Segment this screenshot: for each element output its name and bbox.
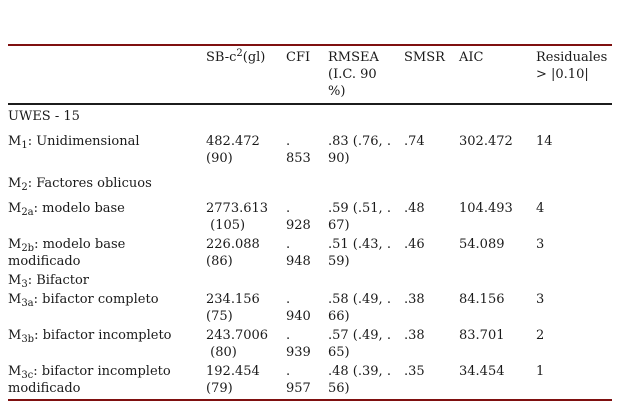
cell-cfi: . 928 xyxy=(286,201,311,233)
cell-cfi: . 957 xyxy=(286,364,311,396)
cell-aic: 302.472 xyxy=(459,134,513,149)
cell-rmsea: .48 (.39, . 56) xyxy=(328,364,391,396)
section-label: UWES - 15 xyxy=(8,109,80,124)
sb-chi2-suffix: (gl) xyxy=(242,50,266,65)
cell-rmsea: .58 (.49, . 66) xyxy=(328,292,391,324)
cell-aic: 34.454 xyxy=(459,364,505,379)
header-row: SB-c2(gl) CFI RMSEA (I.C. 90 %) SMSR AIC… xyxy=(8,45,612,105)
fit-indices-table: SB-c2(gl) CFI RMSEA (I.C. 90 %) SMSR AIC… xyxy=(8,44,612,401)
section-row-m3: M3: Bifactor xyxy=(8,272,612,291)
cell-smsr: .38 xyxy=(404,328,425,343)
model-label: M2a: modelo base xyxy=(8,201,125,218)
col-header-empty xyxy=(8,45,206,105)
cell-residuales: 3 xyxy=(536,292,545,307)
cell-residuales: 3 xyxy=(536,237,545,252)
model-label: M3a: bifactor completo xyxy=(8,292,159,309)
model-row-m2a: M2a: modelo base 2773.613 (105) . 928 .5… xyxy=(8,200,612,236)
cell-cfi: . 948 xyxy=(286,237,311,269)
cell-rmsea: .59 (.51, . 67) xyxy=(328,201,391,233)
cell-smsr: .74 xyxy=(404,134,425,149)
model-row-m3b: M3b: bifactor incompleto 243.7006 (80) .… xyxy=(8,327,612,363)
cell-sb-chi2: 226.088 (86) xyxy=(206,237,260,269)
col-header-aic: AIC xyxy=(459,45,536,105)
cell-aic: 54.089 xyxy=(459,237,505,252)
cell-residuales: 1 xyxy=(536,364,545,379)
col-header-residuales: Residuales > |0.10| xyxy=(536,45,612,105)
cell-cfi: . 939 xyxy=(286,328,311,360)
model-row-m2b: M2b: modelo base modificado 226.088 (86)… xyxy=(8,236,612,272)
sb-chi2-prefix: SB-c xyxy=(206,50,237,65)
cell-sb-chi2: 243.7006 (80) xyxy=(206,328,269,360)
cell-rmsea: .57 (.49, . 65) xyxy=(328,328,391,360)
model-row-m3c: M3c: bifactor incompleto modificado 192.… xyxy=(8,363,612,400)
model-row-m1: M1: Unidimensional 482.472 (90) . 853 .8… xyxy=(8,133,612,175)
section-row-m2: M2: Factores oblicuos xyxy=(8,175,612,200)
cell-residuales: 14 xyxy=(536,134,553,149)
col-header-cfi: CFI xyxy=(286,45,328,105)
model-label: M2b: modelo base modificado xyxy=(8,237,126,269)
cell-cfi: . 940 xyxy=(286,292,311,324)
section-label: M3: Bifactor xyxy=(8,273,90,290)
model-label: M1: Unidimensional xyxy=(8,134,140,151)
cell-residuales: 4 xyxy=(536,201,545,216)
cell-sb-chi2: 192.454 (79) xyxy=(206,364,260,396)
cell-aic: 104.493 xyxy=(459,201,513,216)
sb-chi2-exponent: 2 xyxy=(236,48,243,59)
cell-rmsea: .83 (.76, . 90) xyxy=(328,134,391,166)
cell-sb-chi2: 482.472 (90) xyxy=(206,134,260,166)
col-header-rmsea: RMSEA (I.C. 90 %) xyxy=(328,45,404,105)
section-row-uwes15: UWES - 15 xyxy=(8,104,612,133)
cell-smsr: .38 xyxy=(404,292,425,307)
col-header-smsr: SMSR xyxy=(404,45,459,105)
cell-smsr: .35 xyxy=(404,364,425,379)
section-label: M2: Factores oblicuos xyxy=(8,176,152,193)
cell-aic: 83.701 xyxy=(459,328,505,343)
model-label: M3b: bifactor incompleto xyxy=(8,328,172,345)
col-header-sb-chi2: SB-c2(gl) xyxy=(206,45,286,105)
cell-cfi: . 853 xyxy=(286,134,311,166)
model-row-m3a: M3a: bifactor completo 234.156 (75) . 94… xyxy=(8,291,612,327)
cell-sb-chi2: 2773.613 (105) xyxy=(206,201,269,233)
model-label: M3c: bifactor incompleto modificado xyxy=(8,364,171,396)
cell-sb-chi2: 234.156 (75) xyxy=(206,292,260,324)
cell-rmsea: .51 (.43, . 59) xyxy=(328,237,391,269)
cell-smsr: .46 xyxy=(404,237,425,252)
cell-smsr: .48 xyxy=(404,201,425,216)
cell-residuales: 2 xyxy=(536,328,545,343)
cell-aic: 84.156 xyxy=(459,292,505,307)
